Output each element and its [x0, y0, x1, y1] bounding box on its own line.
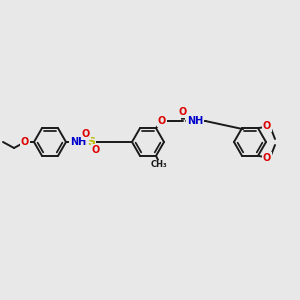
Text: O: O	[21, 137, 29, 147]
Text: O: O	[82, 129, 90, 139]
Text: O: O	[92, 145, 100, 155]
Text: O: O	[263, 153, 271, 163]
Text: O: O	[263, 121, 271, 131]
Text: S: S	[87, 137, 95, 147]
Text: O: O	[179, 107, 187, 117]
Text: O: O	[158, 116, 166, 126]
Text: NH: NH	[187, 116, 203, 126]
Text: NH: NH	[70, 137, 86, 147]
Text: CH₃: CH₃	[151, 160, 167, 169]
